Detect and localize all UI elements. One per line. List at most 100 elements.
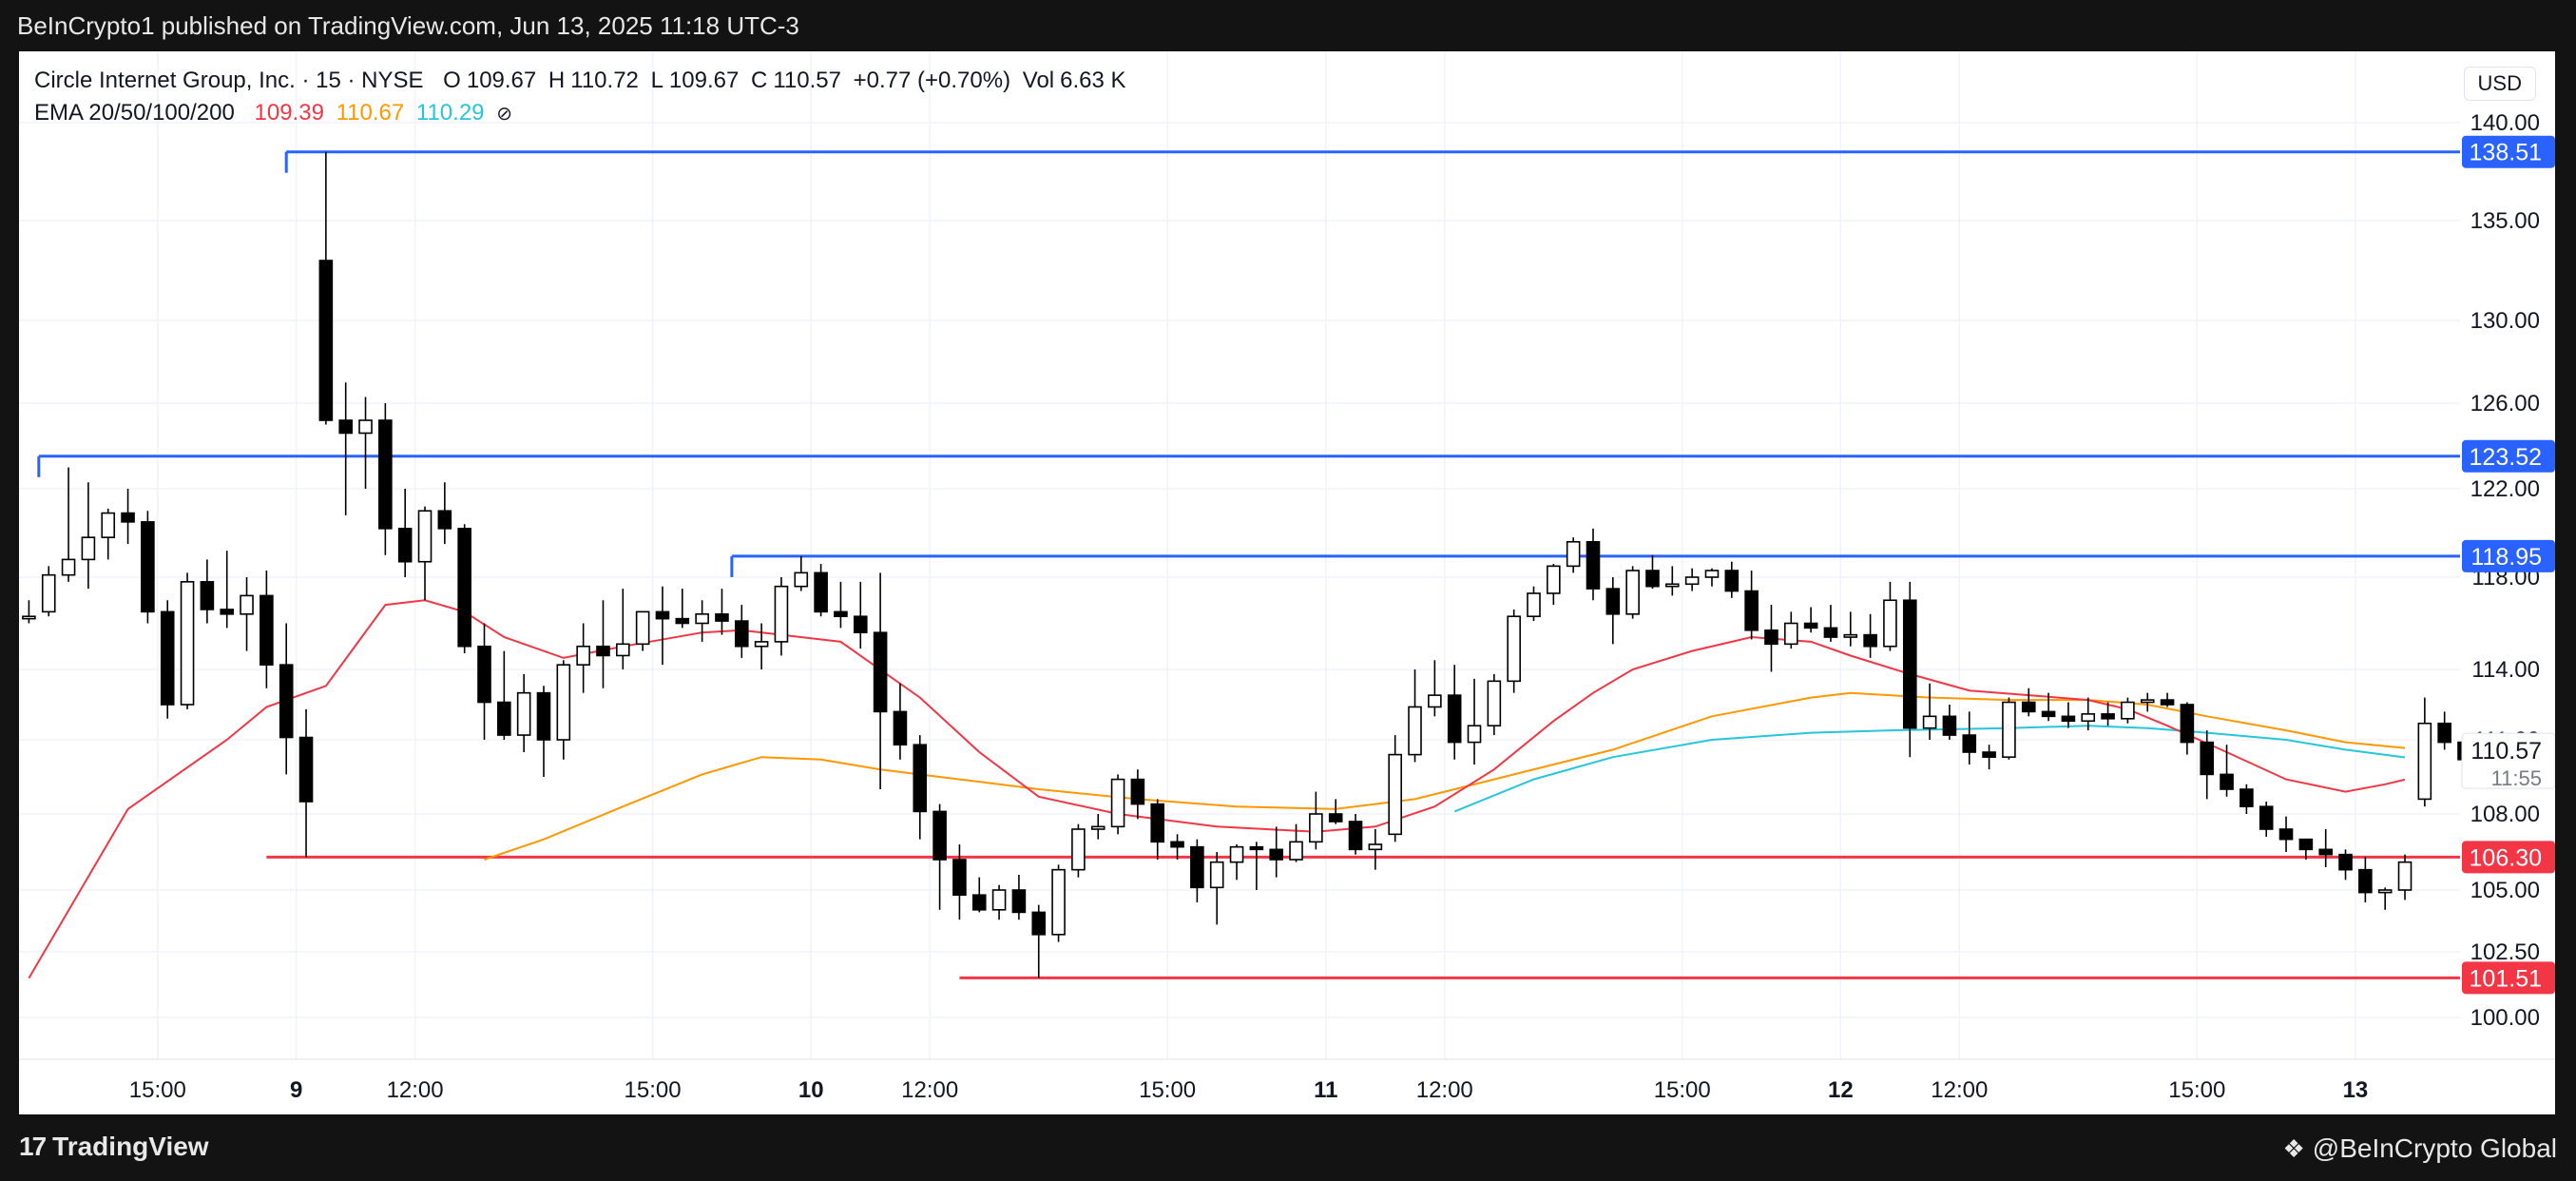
candle-bear	[2041, 692, 2056, 722]
beincrypto-diamond-icon: ❖	[2282, 1133, 2305, 1163]
level-tag	[2462, 439, 2555, 473]
level-tag-label: 118.95	[2470, 544, 2542, 571]
candle-bear	[1982, 745, 1996, 770]
candle-body	[1190, 845, 1204, 889]
candle-bull	[358, 397, 373, 489]
candle-body	[952, 859, 967, 897]
candle-bear	[1823, 605, 1838, 642]
candle-bear	[1803, 607, 1818, 633]
close-key: C	[751, 68, 768, 93]
x-tick-label: 15:00	[1139, 1077, 1196, 1103]
candle-bear	[1645, 554, 1660, 590]
watermark: ❖ @BeInCrypto Global	[2282, 1133, 2557, 1164]
candle-body	[101, 512, 116, 538]
last-price-label: 110.57	[2470, 738, 2542, 765]
candle-body	[991, 889, 1007, 911]
level-tag	[2462, 841, 2555, 874]
candle-bull	[1527, 586, 1541, 622]
candle-bear	[814, 564, 828, 617]
candle-body	[556, 664, 571, 741]
candle-body	[1665, 583, 1680, 588]
candle-body	[2278, 828, 2294, 841]
candle-bear	[913, 735, 928, 840]
eye-off-icon[interactable]: ⊘	[496, 104, 512, 125]
x-tick-label: 12:00	[1416, 1077, 1473, 1103]
candle-bear	[1031, 904, 1047, 978]
candle-body	[378, 419, 393, 530]
candle-bull	[1665, 566, 1680, 596]
candle-body	[754, 641, 769, 648]
level-tag	[2462, 135, 2555, 168]
candle-bull	[794, 555, 809, 591]
candle-bull	[417, 506, 433, 601]
candle-bear	[338, 382, 353, 515]
x-tick-label: 9	[290, 1077, 302, 1103]
candle-bull	[2081, 697, 2096, 731]
candle-bear	[2160, 692, 2175, 707]
candle-body	[180, 581, 195, 706]
tradingview-brand[interactable]: 17 TradingView	[19, 1132, 209, 1162]
candle-body	[1428, 694, 1442, 708]
candle-bear	[298, 708, 314, 858]
candle-body	[1605, 588, 1621, 615]
candle-body	[1625, 570, 1640, 615]
x-tick-label: 13	[2343, 1077, 2369, 1103]
candle-body	[2002, 701, 2016, 758]
candle-bull	[1684, 568, 1700, 591]
candle-body	[2140, 699, 2155, 704]
x-tick-label: 15:00	[2168, 1077, 2225, 1103]
candle-body	[893, 710, 908, 746]
candle-body	[1803, 622, 1818, 629]
x-tick-label: 11	[1314, 1077, 1337, 1103]
x-tick-label: 15:00	[129, 1077, 186, 1103]
candle-body	[2338, 853, 2353, 871]
tradingview-logo-icon: 17	[19, 1132, 47, 1161]
candle-body	[338, 419, 353, 435]
y-tick-label: 105.00	[2470, 878, 2540, 903]
candle-body	[971, 894, 987, 911]
candle-bear	[873, 572, 888, 789]
candle-bear	[1249, 842, 1264, 890]
candle-body	[457, 528, 471, 648]
candle-bull	[516, 673, 531, 752]
candle-bear	[1764, 605, 1778, 672]
candle-bear	[2240, 784, 2254, 814]
symbol-title[interactable]: Circle Internet Group, Inc. · 15 · NYSE	[34, 68, 424, 93]
volume-value: 6.63 K	[1060, 68, 1126, 93]
candle-body	[1547, 565, 1561, 594]
candle-bull	[2397, 854, 2413, 900]
candle-body	[61, 558, 76, 576]
candle-bull	[1566, 537, 1581, 573]
chart-area[interactable]: 15:00 9 12:00 15:00 10 12:00 15:00 11 12:00 15:00…	[19, 51, 2555, 1114]
candle-body	[2377, 889, 2393, 894]
candle-bull	[1309, 791, 1323, 850]
candle-bull	[754, 623, 769, 669]
candle-bear	[2298, 838, 2314, 860]
candle-body	[913, 744, 928, 813]
candle-bull	[635, 610, 650, 651]
candle-body	[2041, 710, 2056, 718]
candle-bull	[1368, 829, 1383, 870]
ema-label[interactable]: EMA 20/50/100/200	[34, 100, 235, 126]
footer: 17 TradingView ❖ @BeInCrypto Global	[0, 1114, 2576, 1181]
candle-bull	[2417, 697, 2432, 807]
currency-button[interactable]: USD	[2463, 67, 2536, 101]
candle-body	[437, 510, 452, 530]
candle-body	[1764, 629, 1778, 646]
ema50-value: 110.67	[336, 100, 405, 126]
candle-bear	[834, 581, 848, 629]
candle-body	[1487, 680, 1502, 726]
candle-body	[358, 419, 373, 435]
candle-body	[2021, 701, 2036, 713]
candle-body	[1883, 599, 1897, 648]
candle-bear	[378, 403, 393, 555]
candle-body	[220, 609, 235, 615]
candle-body	[2081, 713, 2096, 723]
candle-body	[200, 581, 215, 610]
candle-bull	[1487, 673, 1502, 736]
candlestick-chart[interactable]: 15:00 9 12:00 15:00 10 12:00 15:00 11 12:00 15:00…	[19, 51, 2555, 1114]
candle-body	[240, 594, 254, 615]
candle-body	[2160, 699, 2175, 706]
y-tick-label: 140.00	[2470, 110, 2540, 136]
candle-body	[1447, 694, 1462, 744]
